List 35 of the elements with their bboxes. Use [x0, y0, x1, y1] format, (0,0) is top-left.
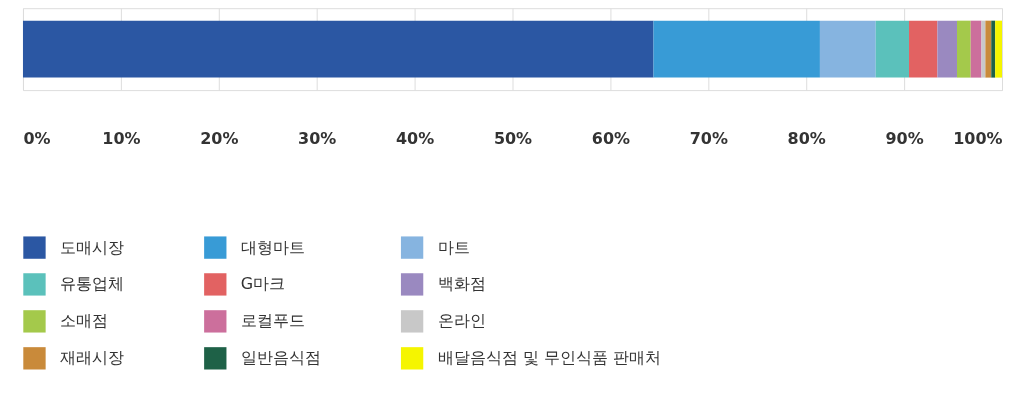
x-tick-label: 90% [885, 128, 924, 148]
legend-label: 도매시장 [59, 237, 124, 257]
legend-label: 대형마트 [240, 237, 305, 257]
x-tick-label: 10% [102, 128, 141, 148]
bar [22, 20, 654, 78]
x-tick-label: 0% [23, 128, 51, 148]
x-tick-label: 60% [591, 128, 631, 148]
bar [956, 20, 971, 78]
x-tick-label: 70% [689, 128, 728, 148]
x-tick-label: 50% [493, 128, 533, 148]
legend-label: G마크 [240, 274, 286, 294]
x-tick-label: 40% [395, 128, 435, 148]
legend-label: 재래시장 [59, 348, 124, 368]
x-tick-label: 30% [298, 128, 337, 148]
legend-label: 배달음식점 및 무인식품 판매처 [437, 348, 661, 368]
legend-label: 온라인 [437, 311, 486, 331]
x-tick-label: 20% [200, 128, 239, 148]
bar [937, 20, 957, 78]
bar [653, 20, 820, 78]
bar [995, 20, 1003, 78]
legend-label: 유통업체 [59, 274, 124, 294]
bar [909, 20, 938, 78]
bar [991, 20, 996, 78]
bar [875, 20, 910, 78]
legend-label: 마트 [437, 237, 470, 257]
legend-label: 백화점 [437, 274, 486, 294]
legend-label: 소매점 [59, 311, 108, 331]
bar [981, 20, 986, 78]
legend-label: 로컬푸드 [240, 311, 305, 331]
bar [819, 20, 876, 78]
bar [970, 20, 982, 78]
x-tick-label: 80% [787, 128, 826, 148]
bar [985, 20, 992, 78]
x-tick-label: 100% [953, 128, 1003, 148]
legend-label: 일반음식점 [240, 348, 321, 368]
